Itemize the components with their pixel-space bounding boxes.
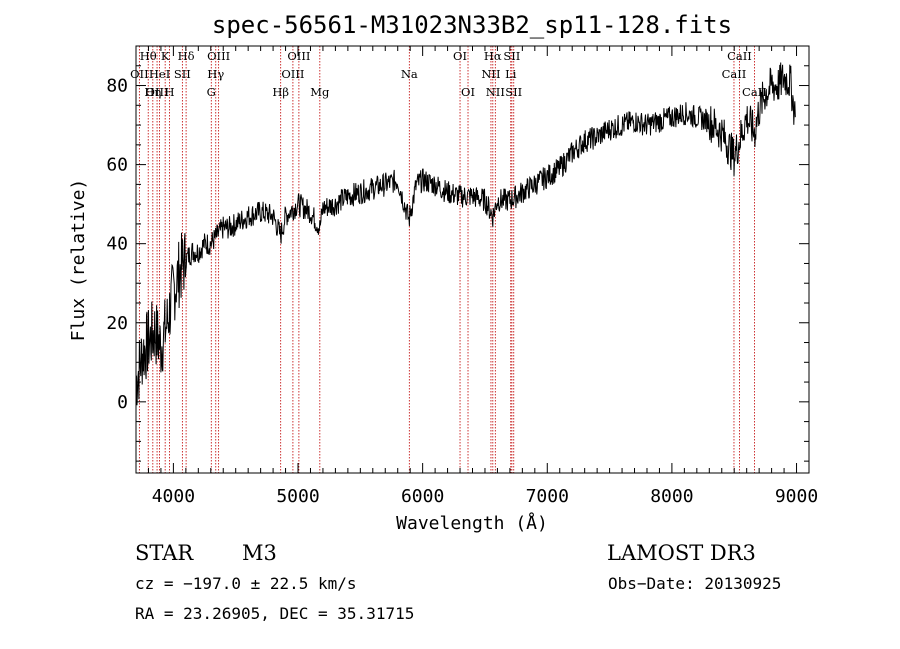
- spectral-line-labels: Hθ OII OIII K HeI Hη H Hδ SII OIII Hγ G Hβ OIII OIII Mg…: [130, 49, 767, 99]
- plot-frame: [135, 45, 810, 474]
- spectral-line-markers: [138, 46, 755, 473]
- line-label-11: G: [207, 85, 216, 99]
- line-label-14: OIII: [281, 67, 304, 81]
- line-label-4: HeI: [149, 67, 170, 81]
- spectrum-series-line: [135, 62, 796, 406]
- y-tick-label: 60: [106, 155, 128, 176]
- y-tick-label: 40: [106, 234, 128, 255]
- y-axis-label: Flux (relative): [68, 179, 89, 342]
- line-label-19: Hα: [484, 49, 502, 63]
- x-tick-label: 9000: [775, 486, 818, 507]
- x-axis-label: Wavelength (Å): [396, 512, 548, 534]
- line-label-17: OI: [453, 49, 467, 63]
- line-label-15: Mg: [310, 85, 330, 99]
- line-label-24: SII: [505, 85, 522, 99]
- x-tick-label: 6000: [401, 486, 444, 507]
- line-label-1: OII: [130, 67, 149, 81]
- line-label-20: NII: [481, 67, 500, 81]
- line-label-0: Hθ: [140, 49, 157, 63]
- line-label-18: OI: [461, 85, 475, 99]
- y-tick-label: 20: [106, 313, 128, 334]
- line-label-12: Hβ: [272, 85, 289, 99]
- line-label-5: Hη: [144, 85, 161, 99]
- x-tick-label: 4000: [152, 486, 195, 507]
- line-label-22: SII: [503, 49, 520, 63]
- line-label-21: NII: [486, 85, 505, 99]
- y-axis-ticks: 0 20 40 60 80: [106, 45, 809, 462]
- observation-date: Obs−Date: 20130925: [608, 574, 781, 593]
- line-label-3: K: [161, 49, 170, 63]
- line-label-23: Li: [505, 67, 517, 81]
- line-label-9: OIII: [207, 49, 230, 63]
- x-axis-ticks: 4000 5000 6000 7000 8000 9000: [135, 46, 818, 507]
- x-tick-label: 7000: [526, 486, 569, 507]
- coordinates-text: RA = 23.26905, DEC = 35.31715: [135, 604, 414, 623]
- line-label-2: OIII: [146, 85, 169, 99]
- line-label-13: OIII: [287, 49, 310, 63]
- line-label-6: H: [165, 85, 175, 99]
- line-label-25: CaII: [727, 49, 752, 63]
- y-tick-label: 80: [106, 76, 128, 97]
- line-label-26: CaII: [722, 67, 747, 81]
- line-label-10: Hγ: [207, 67, 224, 81]
- line-label-16: Na: [401, 67, 418, 81]
- line-label-7: Hδ: [178, 49, 195, 63]
- x-tick-label: 5000: [276, 486, 319, 507]
- redshift-text: cz = −197.0 ± 22.5 km/s: [135, 574, 357, 593]
- chart-title: spec-56561-M31023N33B2_sp11-128.fits: [212, 11, 732, 39]
- y-tick-label: 0: [117, 392, 128, 413]
- object-subclass: M3: [242, 541, 277, 565]
- survey-name: LAMOST DR3: [607, 541, 756, 565]
- x-tick-label: 8000: [650, 486, 693, 507]
- object-class: STAR: [135, 541, 194, 565]
- line-label-8: SII: [174, 67, 191, 81]
